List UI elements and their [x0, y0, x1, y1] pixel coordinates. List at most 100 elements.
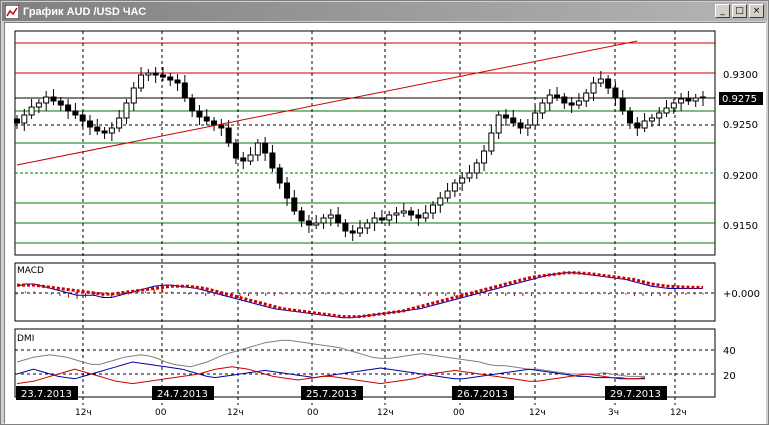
candle-body [28, 106, 35, 116]
price-label-2: 0.9200 [723, 171, 758, 182]
candle-body [517, 122, 524, 129]
candle-body [240, 157, 247, 162]
date-label-1: 24.7.2013 [157, 389, 208, 400]
candle-body [116, 117, 123, 129]
date-label-bg [605, 386, 667, 400]
candle-body [495, 114, 502, 134]
date-label-4: 29.7.2013 [610, 389, 661, 400]
candle-body [663, 107, 670, 114]
candle-body [554, 94, 561, 98]
chart-app-icon [5, 4, 19, 19]
candle-body [364, 222, 371, 229]
candle-body [123, 102, 130, 119]
candle-body [320, 217, 327, 224]
macd-signal-line [17, 271, 703, 319]
price-label-0: 0.9300 [723, 70, 758, 81]
window-title: График AUD /USD ЧАС [23, 5, 147, 18]
date-label-bg [301, 386, 363, 400]
candle-body [415, 214, 422, 219]
candle-body [247, 154, 254, 162]
candle-body [196, 110, 203, 118]
candle-body [203, 116, 210, 122]
candle-body [510, 117, 517, 124]
candle-body [181, 82, 188, 99]
current-price-badge [719, 92, 763, 105]
candle-body [167, 76, 174, 81]
date-label-bg [16, 386, 78, 400]
candle-body [546, 94, 553, 104]
candle-body [211, 120, 218, 126]
candle-body [357, 227, 363, 234]
candle-body [393, 212, 400, 216]
candle-body [568, 102, 575, 106]
candle-body [502, 114, 509, 119]
maximize-button[interactable]: □ [732, 4, 747, 18]
candle-body [108, 127, 115, 134]
candle-body [130, 87, 137, 104]
candle-body [101, 130, 108, 134]
candle-body [72, 110, 79, 116]
candle-body [656, 112, 663, 119]
time-tick-2: 12ч [227, 408, 244, 418]
candle-body [378, 217, 385, 221]
current-price-label: 0.9275 [722, 94, 757, 105]
dmi-minus-line [16, 366, 646, 385]
candle-body [612, 87, 619, 99]
candle-body [65, 104, 72, 112]
candle-body [437, 197, 444, 206]
date-label-bg [152, 386, 214, 400]
time-tick-8: 12ч [670, 408, 687, 418]
candle-body [313, 222, 320, 226]
candle-body [174, 79, 181, 84]
candle-body [342, 222, 349, 232]
candle-body [225, 127, 232, 144]
candle-body [218, 124, 225, 129]
macd-pane-frame [14, 262, 716, 322]
candle-body [269, 152, 276, 169]
candle-body [262, 142, 269, 154]
candle-body [43, 96, 50, 104]
time-tick-5: 00 [453, 408, 465, 418]
dmi-pane-frame [14, 328, 716, 398]
candle-body [94, 126, 101, 132]
close-button[interactable]: × [749, 4, 764, 18]
date-label-0: 23.7.2013 [21, 389, 72, 400]
price-chart[interactable]: 0.9300 0.9250 0.9200 0.9150 0.9275 MACD … [5, 23, 765, 423]
candle-body [371, 217, 378, 224]
time-tick-4: 12ч [377, 408, 394, 418]
candle-body [605, 78, 612, 89]
time-tick-7: 3ч [608, 408, 619, 418]
candle-body [466, 172, 473, 179]
candle-body [86, 120, 93, 128]
candle-body [291, 197, 298, 212]
minimize-button[interactable]: _ [715, 4, 730, 18]
candle-body [35, 102, 42, 108]
candle-body [481, 150, 488, 164]
candle-body [386, 214, 393, 221]
candle-body [335, 214, 342, 224]
candle-body [575, 100, 582, 106]
candle-body [619, 97, 626, 112]
candle-body [14, 118, 20, 124]
candle-body [189, 97, 196, 112]
candle-body [678, 98, 685, 104]
candle-body [400, 210, 407, 214]
candle-body [422, 212, 429, 219]
date-label-bg [452, 386, 514, 400]
macd-axis-label: +0.000 [723, 289, 760, 300]
date-label-3: 26.7.2013 [457, 389, 508, 400]
date-label-group: 23.7.2013 24.7.2013 25.7.2013 26.7.2013 … [16, 386, 667, 400]
candle-body [408, 210, 415, 216]
title-bar[interactable]: График AUD /USD ЧАС _ □ × [2, 2, 767, 21]
candle-body [254, 142, 261, 156]
candle-body [634, 122, 641, 129]
macd-label: MACD [17, 266, 44, 276]
date-label-2: 25.7.2013 [306, 389, 357, 400]
candle-body [152, 72, 159, 76]
dmi-axis-label-40: 40 [723, 346, 736, 357]
dmi-adx-line [16, 339, 645, 377]
dmi-label: DMI [17, 334, 34, 344]
chart-panel: 0.9300 0.9250 0.9200 0.9150 0.9275 MACD … [4, 22, 766, 424]
candle-body [532, 112, 539, 126]
